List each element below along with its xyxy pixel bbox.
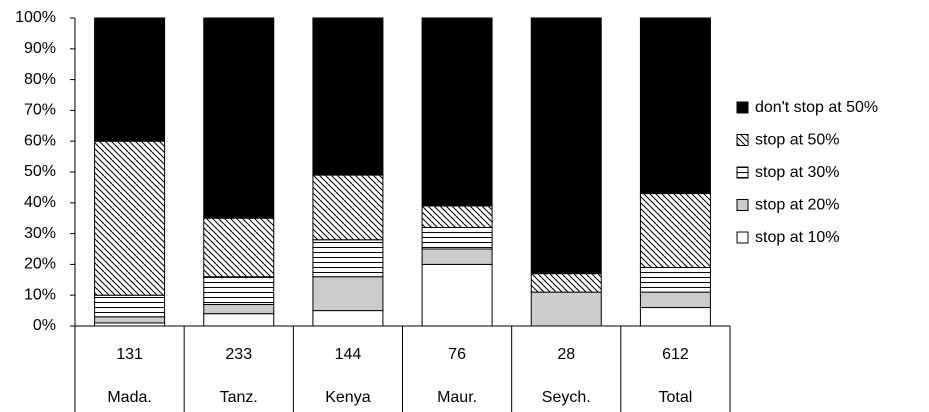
- bar-segment: [203, 276, 275, 305]
- y-tick-label: 60%: [24, 132, 56, 149]
- bar-segment: [530, 291, 602, 327]
- bar-segment: [94, 17, 166, 142]
- sample-size: 28: [557, 346, 575, 363]
- bar-segment: [203, 217, 275, 278]
- legend-swatch: [736, 134, 749, 146]
- bar-segment: [421, 248, 493, 265]
- legend-swatch: [736, 166, 749, 179]
- bar-segment: [312, 239, 384, 278]
- legend-label: stop at 10%: [755, 229, 840, 246]
- bar-segment: [639, 17, 711, 195]
- sample-size: 612: [662, 346, 689, 363]
- x-tick-label: Tanz.: [220, 389, 258, 406]
- sample-size: 131: [116, 346, 143, 363]
- legend-label: stop at 30%: [755, 164, 840, 181]
- y-tick-label: 90%: [24, 40, 56, 57]
- y-tick-label: 70%: [24, 102, 56, 119]
- y-tick-label: 30%: [24, 225, 56, 242]
- y-tick-label: 0%: [33, 317, 56, 334]
- y-tick-label: 40%: [24, 194, 56, 211]
- bar-segment: [421, 263, 493, 327]
- y-tick-label: 10%: [24, 286, 56, 303]
- y-tick-label: 80%: [24, 71, 56, 88]
- x-tick-label: Kenya: [325, 389, 370, 406]
- x-tick-label: Maur.: [437, 389, 477, 406]
- y-tick-label: 20%: [24, 256, 56, 273]
- bar-segment: [639, 307, 711, 327]
- legend-label: stop at 50%: [755, 132, 840, 149]
- sample-size: 233: [225, 346, 252, 363]
- x-tick-label: Total: [659, 389, 693, 406]
- y-tick-label: 50%: [24, 163, 56, 180]
- bar-segment: [312, 276, 384, 312]
- bar-segment: [94, 294, 166, 318]
- bar-segment: [203, 17, 275, 219]
- legend-label: don't stop at 50%: [755, 99, 878, 116]
- bar-segment: [421, 205, 493, 228]
- sample-size: 144: [335, 346, 362, 363]
- sample-size: 76: [448, 346, 466, 363]
- bar-segment: [639, 266, 711, 293]
- bar-segment: [203, 313, 275, 327]
- x-tick-label: Seych.: [542, 389, 591, 406]
- bar-segment: [312, 17, 384, 176]
- x-tick-label: Mada.: [107, 389, 151, 406]
- bar-segment: [530, 273, 602, 293]
- y-tick-label: 100%: [15, 9, 56, 26]
- legend-label: stop at 20%: [755, 197, 840, 214]
- bar-segment: [421, 226, 493, 250]
- bar-segment: [94, 316, 166, 324]
- legend-swatch: [736, 101, 749, 114]
- bar-segment: [530, 17, 602, 275]
- bar-segment: [312, 174, 384, 241]
- bar-segment: [312, 310, 384, 327]
- legend-swatch: [736, 199, 749, 211]
- legend-swatch: [736, 231, 749, 244]
- bar-segment: [421, 17, 493, 207]
- bar-segment: [639, 193, 711, 268]
- bar-segment: [639, 291, 711, 309]
- bar-segment: [94, 140, 166, 296]
- bar-segment: [203, 303, 275, 315]
